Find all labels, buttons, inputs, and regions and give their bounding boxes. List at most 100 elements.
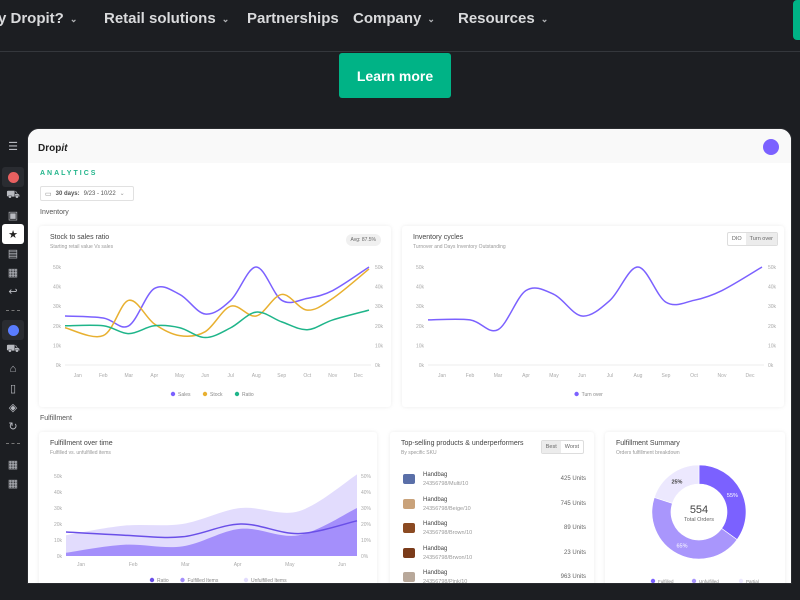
legend-dot xyxy=(234,391,240,397)
y-tick-label: 50k xyxy=(53,265,62,271)
y-tick-label: 0k xyxy=(56,363,62,369)
shop2-icon[interactable]: ▦ xyxy=(7,477,19,490)
learn-more-button[interactable]: Learn more xyxy=(339,53,451,98)
product-sku: 24356798/Brown/10 xyxy=(423,530,473,536)
y-tick-label-right: 20% xyxy=(361,522,372,528)
toggle-dio[interactable]: DIO xyxy=(731,236,742,242)
best-worst-toggle: Best Worst xyxy=(540,440,584,454)
x-tick-label: Nov xyxy=(718,373,727,379)
menu-icon[interactable]: ☰ xyxy=(8,140,18,153)
product-units: 745 Units xyxy=(560,500,586,507)
card-title: Fulfillment Summary xyxy=(616,440,680,447)
product-row[interactable]: Handbag 24356798/Brown/10 89 Units xyxy=(401,519,586,543)
product-row[interactable]: Handbag 24356798/Beige/10 745 Units xyxy=(401,495,586,519)
product-units: 963 Units xyxy=(560,574,586,580)
y-tick-label-right: 0% xyxy=(361,554,369,560)
x-tick-label: May xyxy=(549,373,559,379)
nav-item-resources[interactable]: Resources ⌄ xyxy=(458,10,549,27)
nav-item-why-dropit[interactable]: y Dropit? ⌄ xyxy=(0,10,78,27)
store-badge-icon[interactable]: ▣ xyxy=(7,209,19,222)
return-icon[interactable]: ↩ xyxy=(8,285,18,298)
chevron-down-icon: ⌄ xyxy=(221,14,230,24)
legend-label: Fulfilled Items xyxy=(188,578,219,584)
fulfillment-area-chart: 0k 0% 10k 10% 20k 20% 30k 30% 40k 40% 50k 50% Jan Feb… xyxy=(54,474,372,584)
y-tick-label: 20k xyxy=(54,522,63,528)
legend-label: Turn over xyxy=(582,392,604,398)
card-subtitle: Turnover and Days Inventory Outstanding xyxy=(413,244,506,250)
y-tick-label-right: 50k xyxy=(375,265,384,271)
toggle-worst[interactable]: Worst xyxy=(564,444,579,450)
product-units: 425 Units xyxy=(560,476,586,482)
y-tick-label-right: 10k xyxy=(375,343,384,349)
toggle-turnover[interactable]: Turn over xyxy=(745,233,777,245)
icon-rail: ☰ ⛟ ▣ ★ ▤ ▦ ↩ ⛟ ⌂ ▯ ◈ ↻ ▦ ▦ xyxy=(0,130,26,600)
network-icon[interactable]: ⌂ xyxy=(9,363,17,375)
y-tick-label: 10k xyxy=(416,343,425,349)
star-icon[interactable]: ★ xyxy=(2,224,24,244)
inventory-cycles-card: Inventory cycles Turnover and Days Inven… xyxy=(402,226,784,407)
y-tick-label: 50k xyxy=(416,265,425,271)
nav-item-partnerships[interactable]: Partnerships xyxy=(247,10,339,27)
dio-turnover-toggle: DIO Turn over xyxy=(726,232,778,246)
card-subtitle: By specific SKU xyxy=(401,450,437,456)
legend-dot xyxy=(180,577,185,583)
box-icon[interactable]: ◈ xyxy=(8,401,18,414)
series-line-ratio xyxy=(64,309,370,339)
section-inventory: Inventory xyxy=(40,209,69,216)
product-sku: 24356798/Brwon/10 xyxy=(423,554,473,561)
circle-icon[interactable] xyxy=(2,320,24,340)
x-tick-label: Mar xyxy=(124,373,133,379)
legend-label: Fulfilled xyxy=(658,579,674,584)
y-tick-label: 30k xyxy=(53,304,62,310)
x-tick-label: Jun xyxy=(578,373,586,379)
phone-icon[interactable]: ▯ xyxy=(9,382,17,395)
x-tick-label: Feb xyxy=(129,562,138,568)
x-tick-label: Apr xyxy=(150,373,158,379)
avg-badge: Avg: 87.5% xyxy=(345,234,381,246)
product-name: Handbag xyxy=(423,521,448,527)
date-range-dropdown[interactable]: ▭ 30 days: 9/23 - 10/22 ⌄ xyxy=(40,186,134,201)
product-sku: 24356798/Pink/10 xyxy=(423,579,468,584)
product-row[interactable]: Handbag 24356798/Multi/10 425 Units xyxy=(401,470,586,494)
y-tick-label: 50k xyxy=(54,474,63,480)
x-tick-label: Dec xyxy=(746,373,755,379)
product-row[interactable]: Handbag 24356798/Brwon/10 23 Units xyxy=(401,544,586,568)
x-tick-label: Dec xyxy=(354,373,363,379)
slice-label: 25% xyxy=(671,480,682,486)
x-tick-label: Feb xyxy=(466,373,475,379)
product-row[interactable]: Handbag 24356798/Pink/10 963 Units xyxy=(401,568,586,584)
header-cta-button[interactable] xyxy=(793,0,800,40)
x-tick-label: May xyxy=(285,562,295,568)
top-navigation: y Dropit? ⌄ Retail solutions ⌄ Partnership… xyxy=(0,0,800,52)
storefront-icon[interactable]: ▦ xyxy=(7,266,19,279)
avatar[interactable] xyxy=(763,139,779,155)
nav-item-company[interactable]: Company ⌄ xyxy=(353,10,435,27)
truck-icon[interactable]: ⛟ xyxy=(6,343,20,355)
top-selling-card: Top-selling products & underperformers B… xyxy=(390,432,594,584)
receipt-icon[interactable]: ▤ xyxy=(7,247,19,260)
y-tick-label-right: 10k xyxy=(768,343,777,349)
legend-dot xyxy=(650,578,656,583)
total-orders-label: Total Orders xyxy=(684,517,714,523)
x-tick-label: Jan xyxy=(438,373,446,379)
x-tick-label: Aug xyxy=(634,373,643,379)
nav-item-retail-solutions[interactable]: Retail solutions ⌄ xyxy=(104,10,230,27)
product-sku: 24356798/Beige/10 xyxy=(423,505,471,512)
refresh-icon[interactable]: ↻ xyxy=(8,420,18,433)
y-tick-label-right: 30% xyxy=(361,506,372,512)
shop-icon[interactable]: ▦ xyxy=(7,458,19,471)
app-header: Dropit xyxy=(28,129,791,163)
y-tick-label: 40k xyxy=(53,285,62,291)
calendar-icon: ▭ xyxy=(45,190,52,198)
app-screen: Dropit ANALYTICS ▭ 30 days: 9/23 - 10/22 … xyxy=(27,128,792,584)
handbag-icon xyxy=(403,523,415,533)
toggle-best[interactable]: Best xyxy=(541,441,561,453)
record-icon[interactable] xyxy=(2,167,24,187)
x-tick-label: Jan xyxy=(74,373,82,379)
cart-icon[interactable]: ⛟ xyxy=(6,189,20,201)
x-tick-label: Jul xyxy=(228,373,234,379)
x-tick-label: Sep xyxy=(277,373,286,379)
x-tick-label: Apr xyxy=(522,373,530,379)
y-tick-label: 0k xyxy=(57,554,63,560)
donut-slice-partial xyxy=(653,464,700,504)
